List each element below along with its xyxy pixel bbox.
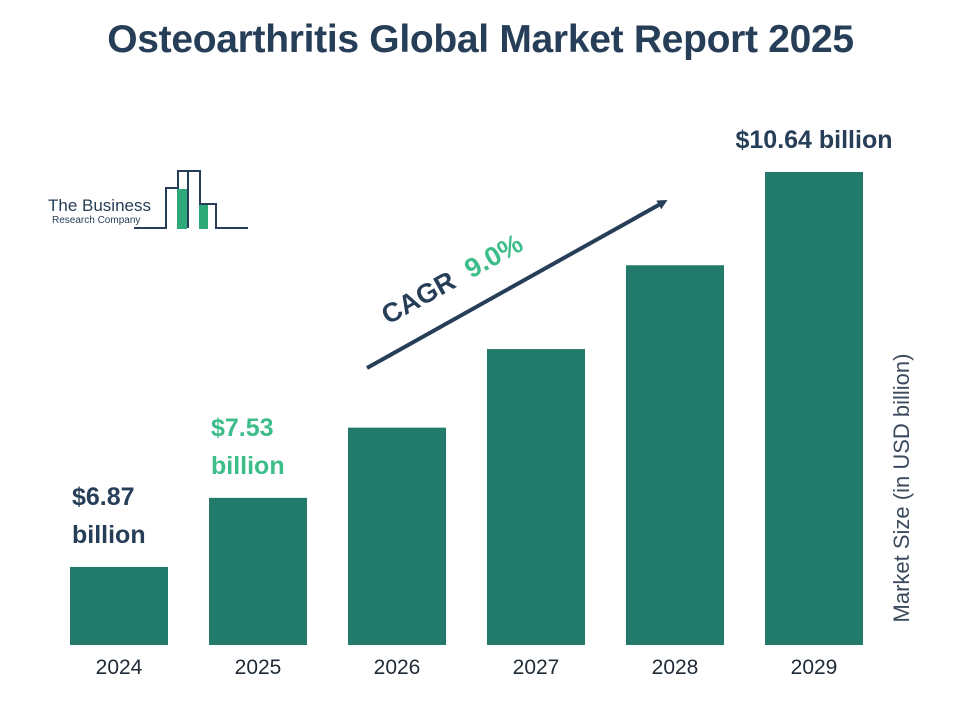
x-tick-label: 2029 <box>791 656 838 679</box>
x-tick-label: 2027 <box>513 656 560 679</box>
x-tick-label: 2025 <box>235 656 282 679</box>
y-axis-title: Market Size (in USD billion) <box>889 354 914 623</box>
logo-text-line2: Research Company <box>52 215 140 226</box>
bar-2029 <box>765 172 863 645</box>
bar-2027 <box>487 349 585 645</box>
bar-2028 <box>626 265 724 645</box>
value-label: billion <box>72 521 146 549</box>
value-label: billion <box>211 452 285 480</box>
cagr-arrow <box>366 200 668 370</box>
value-label: $7.53 <box>211 414 274 442</box>
cagr-value: 9.0% <box>459 228 527 284</box>
cagr-label: CAGR <box>376 265 460 330</box>
value-labels-group: $6.87 billion $7.53 billion $10.64 billion <box>72 126 893 549</box>
bar-2026 <box>348 427 446 645</box>
bars-group <box>70 172 863 645</box>
x-tick-label: 2028 <box>652 656 699 679</box>
x-tick-label: 2026 <box>374 656 421 679</box>
chart-title: Osteoarthritis Global Market Report 2025 <box>107 18 854 61</box>
building-chart-icon <box>134 170 248 229</box>
bar-2025 <box>209 497 307 645</box>
logo-text-line1: The Business <box>48 196 151 215</box>
x-tick-label: 2024 <box>96 656 143 679</box>
bar-2024 <box>70 567 168 645</box>
company-logo: The Business Research Company <box>48 170 248 229</box>
value-label: $10.64 billion <box>735 126 892 154</box>
cagr-annotation: CAGR 9.0% <box>366 200 668 370</box>
cagr-text: CAGR 9.0% <box>376 228 527 330</box>
value-label: $6.87 <box>72 483 135 511</box>
x-axis-ticks: 2024 2025 2026 2027 2028 2029 <box>96 656 838 679</box>
